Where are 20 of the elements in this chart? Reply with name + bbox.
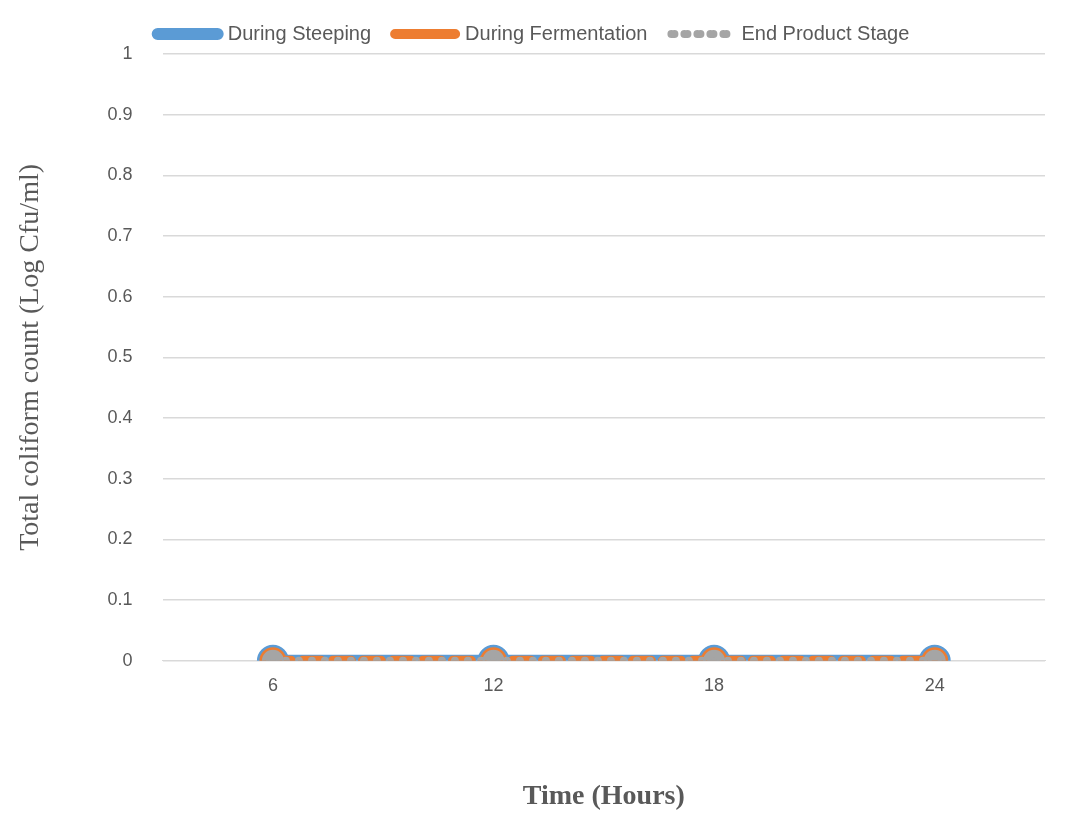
x-tick-label: 6 [267,674,278,695]
legend-label: End Product Stage [741,21,910,44]
y-tick-label: 0.6 [107,285,133,306]
y-tick-label: 0.2 [107,528,133,549]
legend-label: During Fermentation [465,21,648,44]
y-tick-label: 0.9 [107,103,133,124]
y-tick-label: 0.7 [107,225,133,246]
legend-label: During Steeping [227,21,372,44]
y-tick-label: 0.3 [107,467,133,488]
y-tick-label: 1 [122,42,133,63]
y-tick-label: 0.8 [107,164,133,185]
y-tick-label: 0.4 [107,407,133,428]
x-tick-label: 18 [704,674,725,695]
x-tick-label: 12 [483,674,504,695]
y-tick-label: 0 [122,649,133,670]
y-tick-label: 0.5 [107,346,133,367]
x-tick-label: 24 [924,674,945,695]
y-axis-title: Total coliform count (Log Cfu/ml) [13,163,45,551]
x-axis-title: Time (Hours) [522,779,685,811]
y-tick-label: 0.1 [107,589,133,610]
